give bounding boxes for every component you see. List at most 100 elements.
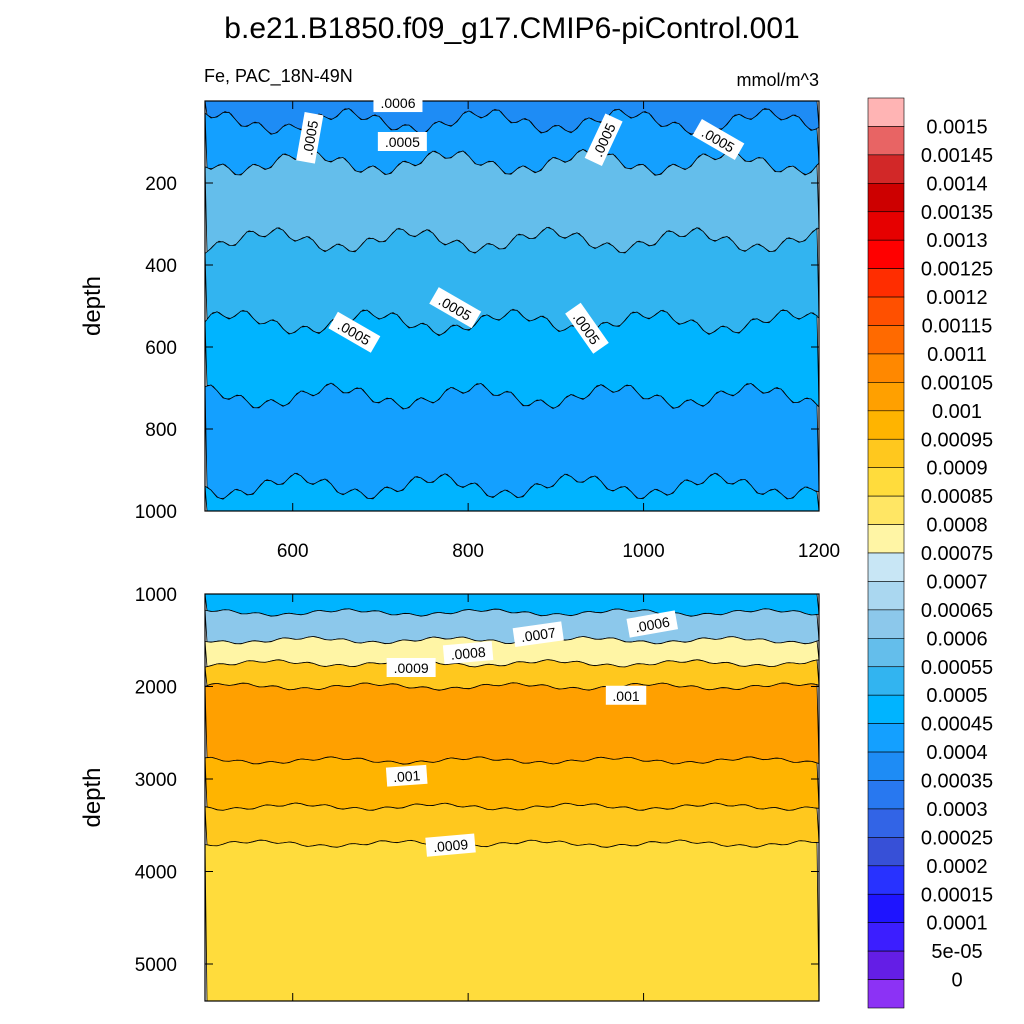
colorbar-label: 0.00025: [921, 827, 993, 849]
contour-label: .001: [605, 685, 647, 705]
contour-label: .0006: [626, 610, 679, 638]
y-tick-label: 600: [145, 338, 177, 359]
colorbar-label: 0: [951, 970, 962, 992]
colorbar-swatch: [867, 495, 905, 525]
colorbar-label: 0.00115: [922, 316, 993, 338]
colorbar-swatch: [867, 126, 905, 156]
colorbar-swatch: [867, 410, 905, 440]
lower-frame: [204, 593, 820, 1002]
colorbar-swatch: [867, 922, 905, 952]
colorbar-label: 0.0003: [926, 799, 987, 821]
colorbar-label: 0.00055: [921, 657, 993, 679]
colorbar-swatch: [867, 723, 905, 753]
colorbar-swatch: [867, 154, 905, 184]
contour-label: .0009: [425, 833, 476, 857]
colorbar-swatch: [867, 950, 905, 980]
colorbar-label: 0.0005: [926, 685, 987, 707]
contour-label: .0008: [442, 641, 494, 665]
lower-field: [205, 594, 819, 1001]
colorbar-label: 0.00135: [921, 202, 993, 224]
colorbar-swatch: [867, 808, 905, 838]
colorbar-swatch: [867, 979, 905, 1009]
colorbar-swatch: [867, 467, 905, 497]
colorbar-label: 0.00085: [921, 486, 993, 508]
colorbar-label: 0.00065: [921, 600, 993, 622]
x-tick-label: 600: [277, 541, 309, 562]
colorbar-swatch: [867, 239, 905, 269]
y-tick-label: 400: [145, 256, 177, 277]
y-tick-label: 1000: [135, 585, 177, 606]
y-axis-label: depth: [79, 276, 106, 336]
colorbar-swatch: [867, 325, 905, 355]
svg-text:.0007: .0007: [520, 624, 557, 645]
chart-title: b.e21.B1850.f09_g17.CMIP6-piControl.001: [224, 12, 799, 45]
y-tick-label: 3000: [135, 770, 177, 791]
colorbar-swatch: [867, 268, 905, 298]
variable-label: Fe, PAC_18N-49N: [204, 66, 353, 87]
colorbar-swatch: [867, 581, 905, 611]
colorbar-label: 0.00075: [921, 543, 993, 565]
colorbar-label: 0.00015: [921, 884, 993, 906]
colorbar-swatch: [867, 438, 905, 468]
colorbar-swatch: [867, 837, 905, 867]
upper-field: [205, 101, 819, 511]
colorbar-label: 0.0001: [926, 913, 987, 935]
colorbar-swatch: [867, 609, 905, 639]
colorbar: 0.0015 0.00145 0.0014 0.00135 0.0013 0.00125 0…: [867, 97, 993, 1009]
colorbar-swatch: [867, 751, 905, 781]
colorbar-swatch: [867, 552, 905, 582]
x-tick-label: 800: [452, 541, 484, 562]
x-tick-label: 1200: [798, 541, 840, 562]
contour-band: [205, 756, 819, 811]
y-tick-label: 800: [145, 420, 177, 441]
colorbar-label: 0.00145: [921, 145, 993, 167]
contour-label: .001: [385, 764, 428, 787]
colorbar-label: 0.001: [932, 401, 982, 423]
colorbar-swatch: [867, 865, 905, 895]
colorbar-swatch: [867, 524, 905, 554]
y-axis-label: depth: [79, 767, 106, 827]
y-tick-label: 200: [145, 174, 177, 195]
svg-text:.0005: .0005: [385, 134, 420, 150]
colorbar-swatch: [867, 382, 905, 412]
svg-text:.0005: .0005: [299, 119, 321, 156]
upper-frame: [204, 100, 820, 512]
colorbar-swatch: [867, 296, 905, 326]
contour-label: .0006: [373, 93, 423, 113]
colorbar-label: 5e-05: [931, 941, 982, 963]
svg-text:.0006: .0006: [634, 614, 671, 636]
colorbar-label: 0.00095: [921, 429, 993, 451]
y-tick-label: 5000: [135, 955, 177, 976]
contour-label: .0007: [512, 621, 564, 648]
colorbar-label: 0.0013: [926, 230, 987, 252]
colorbar-label: 0.00125: [921, 259, 993, 281]
colorbar-label: 0.0014: [926, 173, 987, 195]
colorbar-swatch: [867, 694, 905, 724]
lower-panel: 1000 2000 3000 4000 5000 depth .0006 .0007 .0008…: [79, 585, 820, 1002]
colorbar-label: 0.0007: [926, 571, 987, 593]
colorbar-swatch: [867, 353, 905, 383]
svg-text:.001: .001: [612, 688, 639, 704]
svg-text:.001: .001: [393, 767, 422, 785]
colorbar-swatch: [867, 666, 905, 696]
colorbar-label: 0.0008: [926, 515, 987, 537]
upper-panel: 200 400 600 800 1000 600 800 1000 1200 depth .0005…: [79, 93, 840, 562]
colorbar-label: 0.0011: [927, 344, 987, 366]
y-tick-label: 2000: [135, 678, 177, 699]
colorbar-swatch: [867, 211, 905, 241]
svg-text:.0009: .0009: [394, 660, 429, 676]
colorbar-label: 0.0004: [926, 742, 987, 764]
y-tick-label: 1000: [135, 502, 177, 523]
contour-band: [205, 682, 819, 765]
contour-band: [205, 839, 819, 1001]
colorbar-label: 0.0015: [926, 116, 987, 138]
colorbar-swatch: [867, 780, 905, 810]
colorbar-label: 0.00035: [921, 771, 993, 793]
contour-label: .0005: [296, 112, 324, 164]
contour-band: [205, 472, 819, 511]
colorbar-label: 0.0002: [926, 856, 987, 878]
colorbar-label: 0.0012: [926, 287, 987, 309]
contour-band: [205, 802, 819, 848]
x-tick-label: 1000: [622, 541, 664, 562]
